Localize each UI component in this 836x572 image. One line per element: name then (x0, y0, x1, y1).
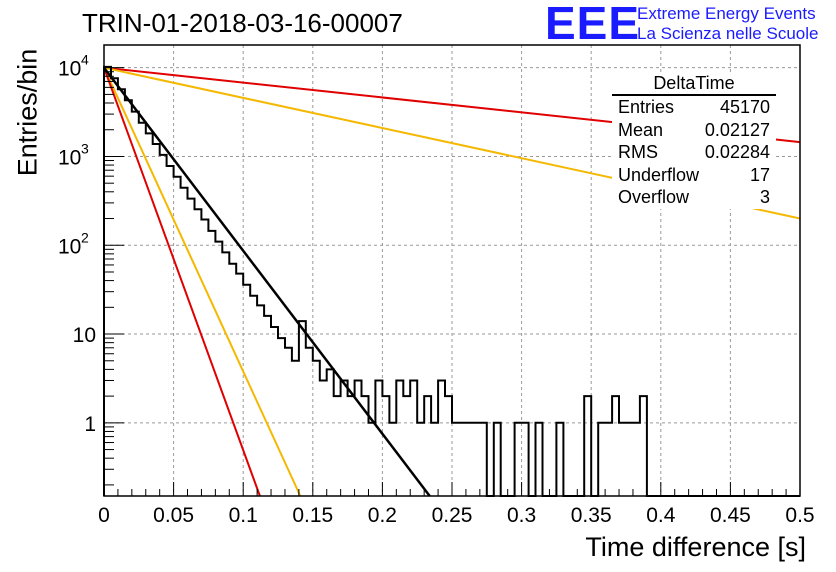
stats-row-overflow: Overflow 3 (612, 186, 776, 209)
stats-label: Entries (618, 97, 675, 117)
stats-title: DeltaTime (612, 72, 776, 96)
stats-value: 0.02284 (704, 142, 770, 163)
x-tick-label: 0.45 (710, 504, 751, 527)
x-tick-label: 0.35 (571, 504, 612, 527)
histogram (103, 65, 800, 497)
fit-curve-fit (103, 66, 431, 497)
x-axis-ticks: 0 0.05 0.1 0.15 0.2 0.25 0.3 0.35 0.4 0.45 0.5 (98, 482, 815, 527)
x-tick-label: 0.3 (507, 504, 536, 527)
stats-row-mean: Mean 0.02127 (612, 119, 776, 142)
x-axis-label: Time difference [s] (585, 532, 806, 562)
x-tick-label: 0.15 (292, 504, 333, 527)
stats-value: 17 (749, 164, 770, 185)
y-axis-label: Entries/bin (12, 48, 43, 177)
stats-value: 0.02127 (704, 119, 770, 140)
fit-curve-orange (103, 67, 302, 497)
fit-curve-red (103, 67, 261, 497)
chart-title: TRIN-01-2018-03-16-00007 (82, 8, 403, 38)
y-tick-exponent: 2 (81, 229, 89, 245)
x-tick-label: 0.5 (785, 504, 814, 527)
stats-row-entries: Entries 45170 (612, 96, 776, 119)
y-tick-label: 1 (84, 413, 96, 436)
y-tick-exponent: 4 (81, 52, 89, 68)
eee-logo: EEE (545, 0, 641, 49)
stats-label: Overflow (618, 187, 690, 208)
stats-label: Mean (618, 119, 664, 140)
y-tick-exponent: 3 (81, 140, 89, 156)
x-tick-label: 0.25 (432, 504, 473, 527)
stats-value: 45170 (719, 97, 770, 117)
x-tick-label: 0.4 (646, 504, 676, 527)
histogram-outline (103, 65, 800, 497)
y-tick-label: 10 (58, 58, 81, 81)
x-tick-label: 0.05 (153, 504, 194, 527)
stats-label: RMS (618, 142, 658, 163)
stats-row-rms: RMS 0.02284 (612, 141, 776, 164)
stats-label: Underflow (618, 164, 700, 185)
stats-box: DeltaTime Entries 45170 Mean 0.02127 RMS… (612, 72, 776, 209)
x-tick-label: 0.2 (368, 504, 397, 527)
x-tick-label: 0.1 (229, 504, 258, 527)
stats-row-underflow: Underflow 17 (612, 164, 776, 187)
logo-line-2: La Scienza nelle Scuole (637, 24, 819, 43)
y-tick-label: 10 (73, 324, 96, 347)
logo-line-1: Extreme Energy Events (637, 4, 816, 23)
y-tick-label: 10 (58, 146, 81, 169)
x-tick-label: 0 (98, 504, 110, 527)
y-tick-label: 10 (58, 235, 81, 258)
stats-value: 3 (759, 187, 770, 208)
